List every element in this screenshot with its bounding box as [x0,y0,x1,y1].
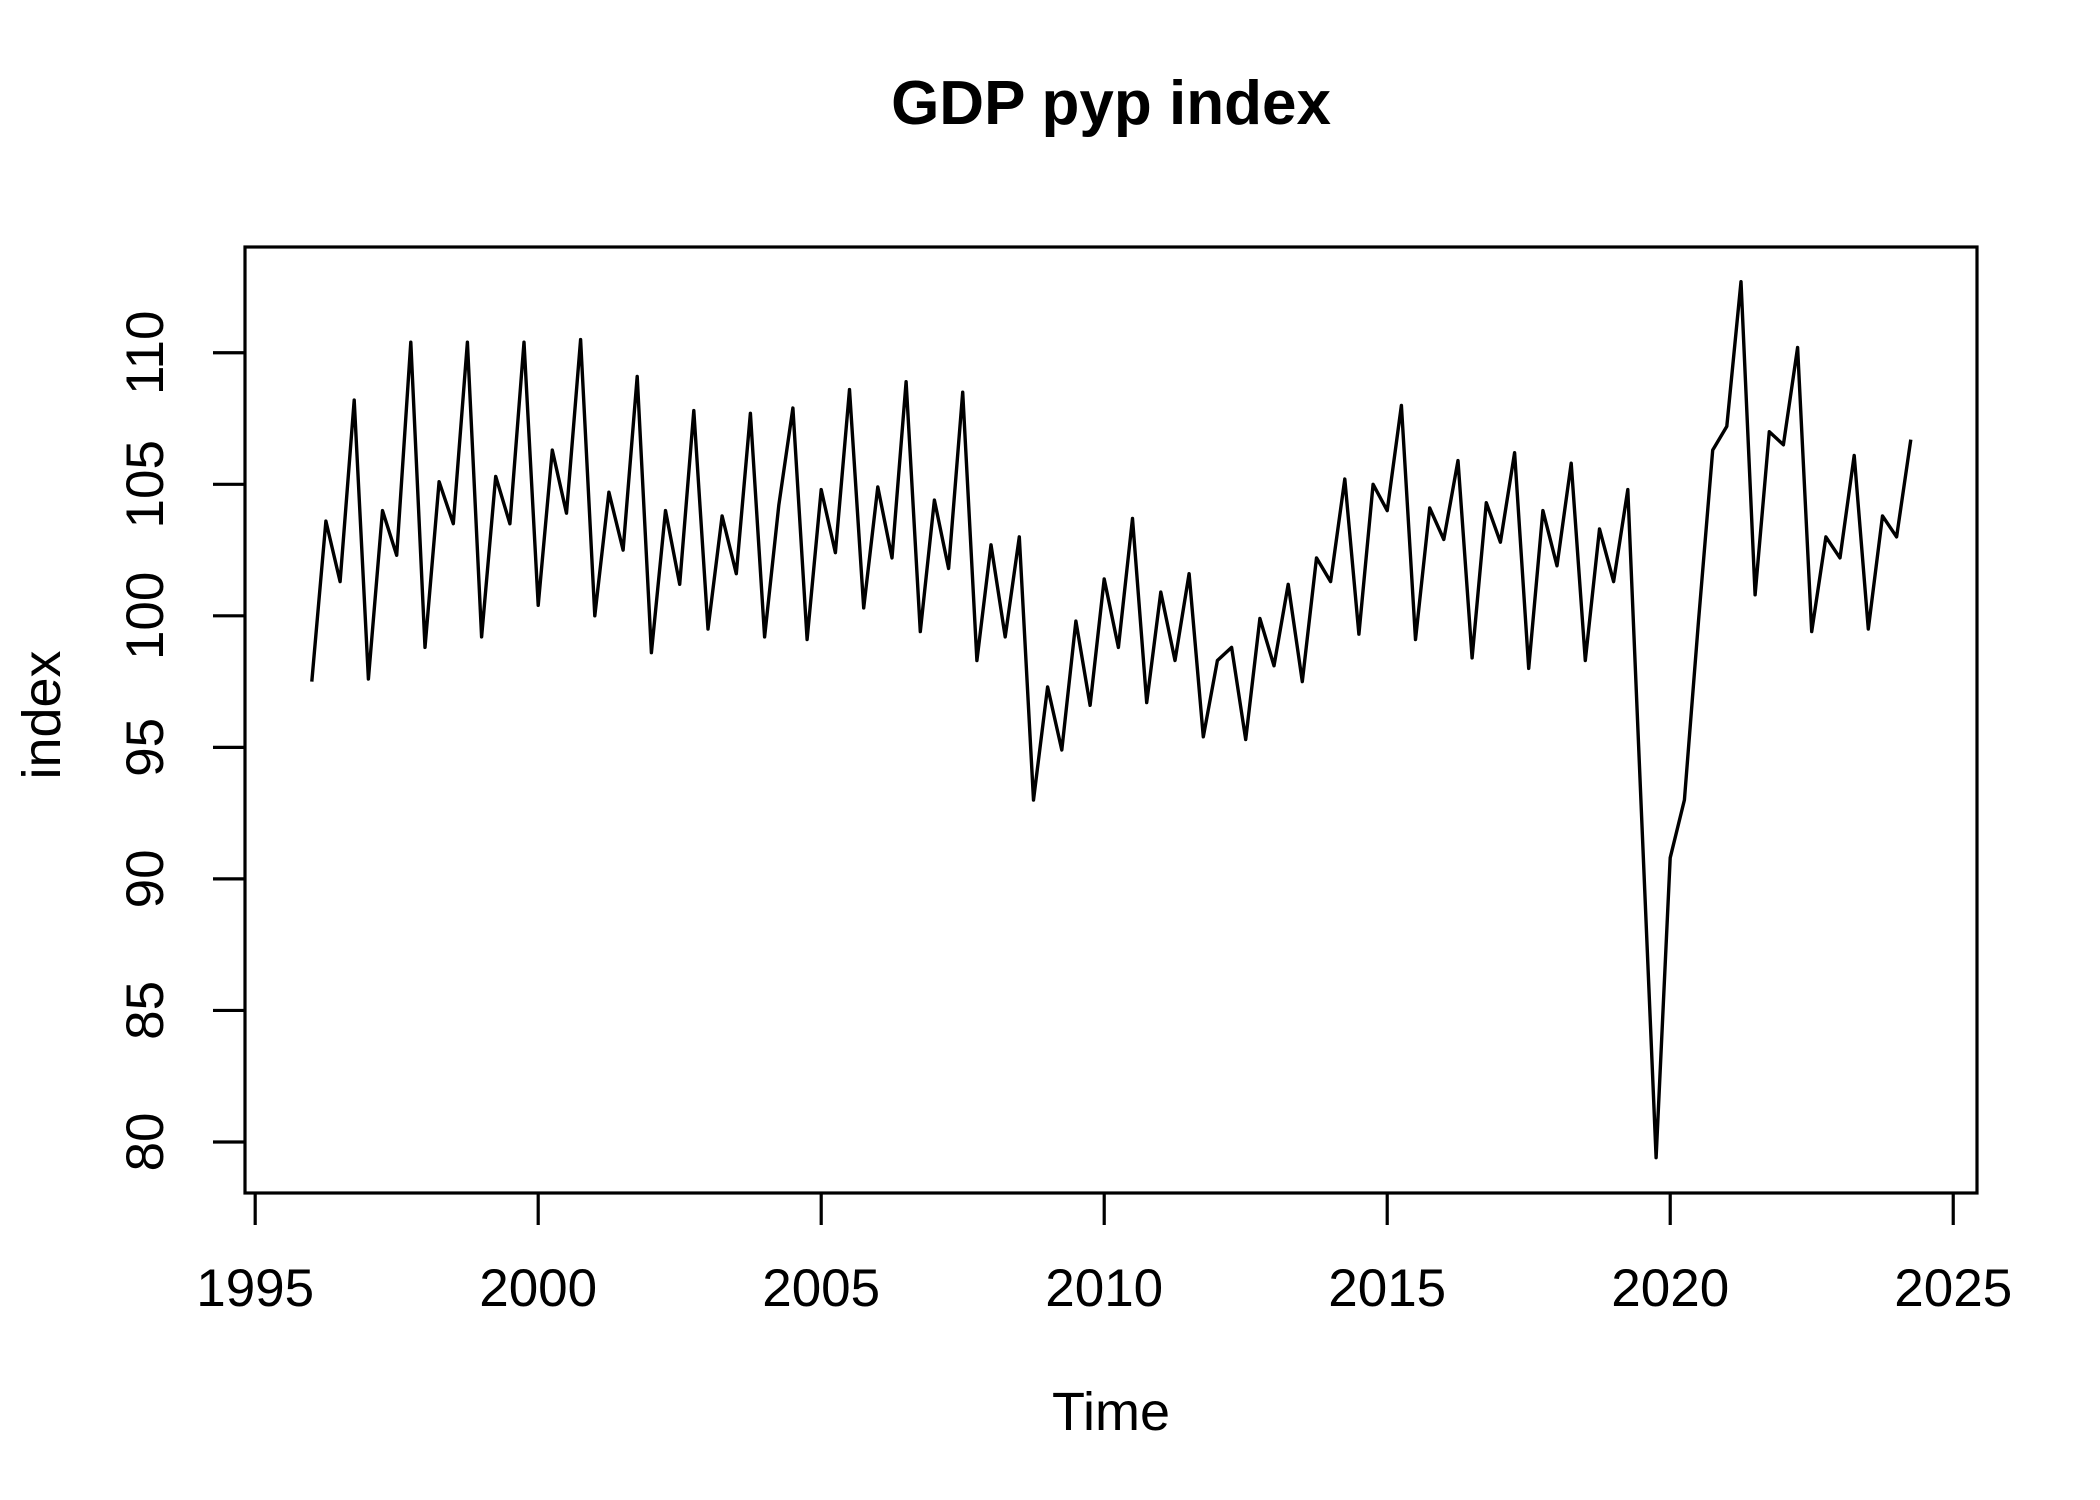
y-tick-label: 105 [116,440,175,528]
series-line [310,280,1913,1160]
x-axis-title: Time [1052,1382,1170,1442]
y-tick-label: 85 [116,981,175,1040]
y-tick-label: 80 [116,1112,175,1171]
plot-box [243,245,1979,1195]
x-tick-label: 2010 [1045,1259,1163,1318]
y-axis-title: index [12,650,72,780]
x-tick-label: 2005 [762,1259,880,1318]
y-tick-label: 110 [116,311,175,396]
y-tick-label: 90 [116,849,175,908]
y-tick-label: 95 [116,718,175,777]
x-tick-label: 2025 [1894,1259,2012,1318]
chart-title: GDP pyp index [891,69,1331,138]
x-tick-label: 2000 [479,1259,597,1318]
x-tick-label: 2015 [1328,1259,1446,1318]
x-tick-label: 2020 [1611,1259,1729,1318]
x-tick-label: 1995 [196,1259,314,1318]
y-tick-label: 100 [116,572,175,660]
